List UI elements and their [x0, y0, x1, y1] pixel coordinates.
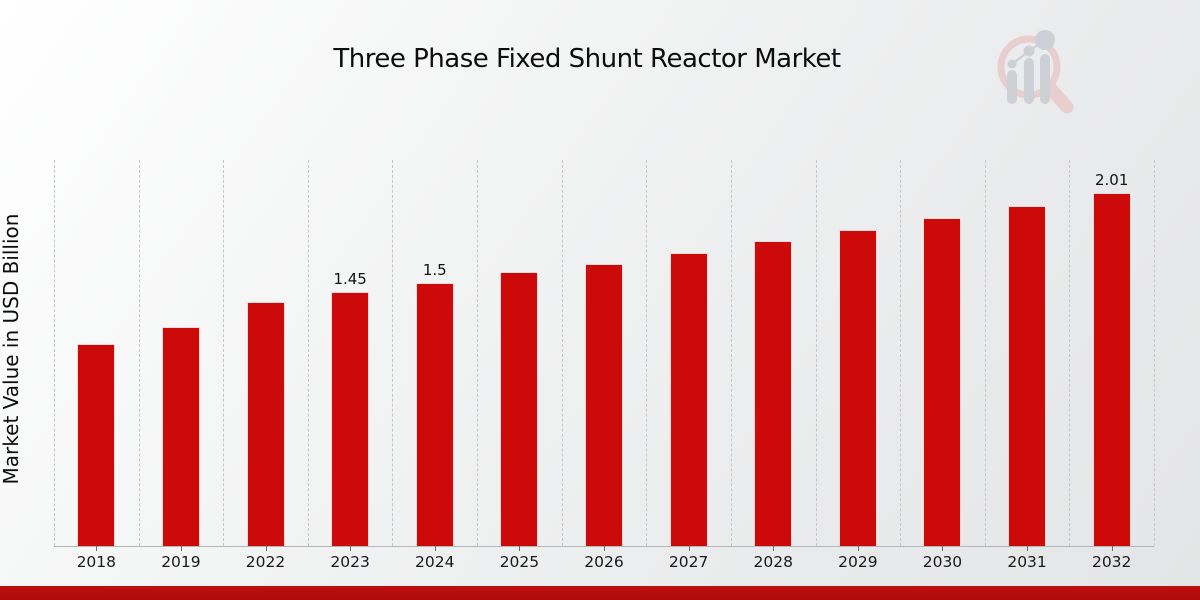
gridline [477, 160, 479, 546]
gridline [138, 160, 140, 546]
bar-2027 [669, 253, 708, 546]
x-axis-label-2030: 2030 [922, 553, 963, 571]
bar-2023 [331, 291, 370, 546]
x-axis-label-2031: 2031 [1007, 553, 1047, 571]
bottom-red-band [0, 586, 1200, 600]
bar-2019 [161, 326, 200, 546]
bar-2029 [838, 230, 877, 546]
x-axis-label-2028: 2028 [753, 553, 793, 571]
x-axis-tick [857, 546, 859, 551]
x-axis-label-2019: 2019 [161, 553, 201, 571]
x-axis-label-2024: 2024 [415, 553, 455, 571]
gridline [984, 160, 986, 546]
x-axis-tick [180, 546, 182, 551]
bar-2026 [585, 263, 623, 546]
bar-value-label-2023: 1.45 [333, 269, 367, 288]
growth-bar-3 [1040, 54, 1050, 104]
x-axis-tick [688, 546, 690, 551]
x-axis-label-2027: 2027 [668, 553, 709, 571]
plot-area: 2018 2019 2022 1.45 2023 1.5 2024 2025 2026 2027 2… [54, 160, 1155, 571]
x-axis-label-2025: 2025 [499, 553, 540, 571]
bar-2018 [77, 344, 116, 546]
growth-bar-2 [1024, 58, 1034, 104]
bar-2030 [923, 217, 962, 546]
bar-2024 [415, 282, 454, 546]
gridline [54, 160, 55, 546]
x-axis-tick [1111, 546, 1113, 551]
bar-2028 [754, 240, 793, 546]
gridline [815, 160, 817, 546]
gridline [223, 160, 225, 546]
gridline [1069, 160, 1071, 546]
x-axis-tick [434, 546, 436, 551]
bar-2025 [500, 272, 539, 546]
magnifier-handle [1043, 81, 1074, 114]
growth-dot-2 [1023, 45, 1035, 57]
x-axis-tick [350, 546, 352, 551]
gridline [900, 160, 902, 546]
x-axis-tick [773, 546, 775, 551]
growth-bar-1 [1007, 70, 1017, 104]
growth-dot-1 [1007, 59, 1017, 69]
x-axis-label-2029: 2029 [838, 553, 878, 571]
x-axis-tick [519, 546, 521, 551]
x-axis-tick [96, 546, 98, 551]
bar-value-label-2032: 2.01 [1094, 171, 1129, 190]
bar-2032 [1092, 193, 1131, 546]
y-axis-label: Market Value in USD Billion [0, 213, 23, 485]
growth-dot-3 [1035, 30, 1055, 50]
x-axis-label-2026: 2026 [584, 553, 624, 571]
x-axis-label-2023: 2023 [330, 553, 370, 571]
gridline [1154, 160, 1155, 546]
magnifier-growth-logo-icon [997, 30, 1074, 114]
gridline [730, 160, 732, 546]
x-axis-label-2018: 2018 [76, 553, 117, 571]
x-axis-tick [942, 546, 944, 551]
x-axis-tick [1027, 546, 1029, 551]
bar-2022 [246, 302, 285, 546]
gridline [307, 160, 309, 546]
chart-title: Three Phase Fixed Shunt Reactor Market [333, 44, 841, 74]
gridline [561, 160, 563, 546]
bar-value-label-2024: 1.5 [422, 260, 447, 279]
gridline [392, 160, 394, 546]
x-axis-tick [265, 546, 267, 551]
bar-2031 [1008, 205, 1047, 546]
x-axis-tick [604, 546, 605, 551]
gridline [646, 160, 648, 546]
x-axis-label-2032: 2032 [1091, 553, 1132, 571]
x-axis-label-2022: 2022 [245, 553, 286, 571]
